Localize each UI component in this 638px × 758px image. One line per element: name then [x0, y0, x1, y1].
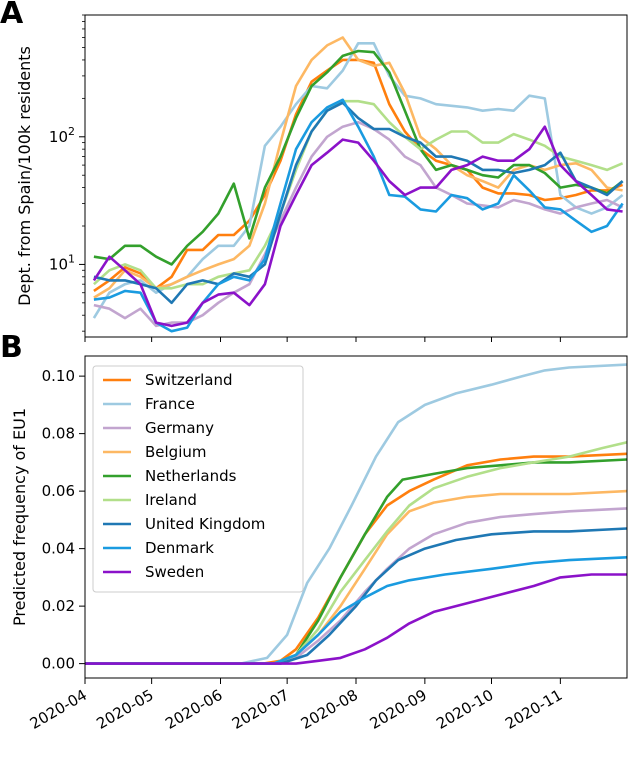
y-tick-label-b: 0.04 — [42, 540, 75, 558]
series-line-b-france — [85, 363, 627, 665]
legend-label-germany: Germany — [145, 419, 214, 437]
x-tick-label-b: 2020-11 — [502, 686, 565, 733]
x-tick-label-b: 2020-06 — [162, 686, 225, 733]
series-line-a-sweden — [92, 125, 623, 328]
series-line-a-belgium — [93, 36, 623, 299]
series-line-b-ireland — [85, 441, 627, 665]
series-line-a-germany — [93, 120, 624, 328]
panel-a-departures-chart: 101 102 Dept. from Spain/100k residents — [15, 14, 628, 342]
legend-label-ireland: Ireland — [145, 491, 197, 509]
y-tick-label-a: 101 — [49, 252, 75, 273]
series-line-a-france — [92, 42, 624, 319]
x-tick-label-b: 2020-07 — [229, 686, 292, 733]
legend: Switzerland France Germany Belgium Netherlan… — [92, 365, 304, 593]
legend-box — [92, 365, 304, 593]
series-line-b-switzerland — [85, 452, 627, 665]
y-tick-label-b: 0.10 — [42, 367, 75, 385]
x-tick-label-b: 2020-09 — [367, 686, 430, 733]
plot-frame-a — [84, 14, 628, 338]
x-tick-label-b: 2020-10 — [433, 686, 496, 733]
legend-label-switzerland: Switzerland — [145, 371, 233, 389]
series-line-a-denmark — [93, 98, 624, 333]
y-tick-label-b: 0.08 — [42, 425, 75, 443]
y-tick-exponent-a: 1 — [68, 252, 75, 265]
series-line-b-denmark — [85, 556, 627, 665]
series-line-b-sweden — [85, 573, 627, 665]
series-line-a-united-kingdom — [93, 101, 624, 305]
x-tick-label-b: 2020-05 — [93, 686, 156, 733]
y-tick-label-b: 0.00 — [42, 655, 75, 673]
x-tick-label-b: 2020-08 — [298, 686, 361, 733]
panel-label-a: A — [0, 0, 24, 31]
y-tick-label-b: 0.06 — [42, 482, 75, 500]
y-axis-label-b: Predicted frequency of EU1 — [10, 408, 29, 626]
plot-frame-b — [84, 355, 628, 679]
legend-label-france: France — [145, 395, 195, 413]
series-group-a — [92, 36, 624, 333]
series-group-b — [85, 363, 627, 665]
x-tick-label-b: 2020-04 — [27, 686, 90, 733]
legend-label-belgium: Belgium — [145, 443, 207, 461]
series-line-b-united-kingdom — [85, 527, 627, 665]
y-axis-label-a: Dept. from Spain/100k residents — [15, 46, 34, 306]
y-tick-label-b: 0.02 — [42, 597, 75, 615]
panel-label-b: B — [0, 330, 23, 365]
legend-label-denmark: Denmark — [145, 539, 214, 557]
y-tick-label-a: 102 — [49, 125, 75, 146]
y-tick-exponent-a: 2 — [68, 125, 75, 138]
legend-label-netherlands: Netherlands — [145, 467, 237, 485]
legend-label-sweden: Sweden — [145, 563, 204, 581]
series-line-a-netherlands — [93, 49, 624, 266]
legend-label-united-kingdom: United Kingdom — [145, 515, 265, 533]
series-line-a-switzerland — [93, 58, 624, 292]
